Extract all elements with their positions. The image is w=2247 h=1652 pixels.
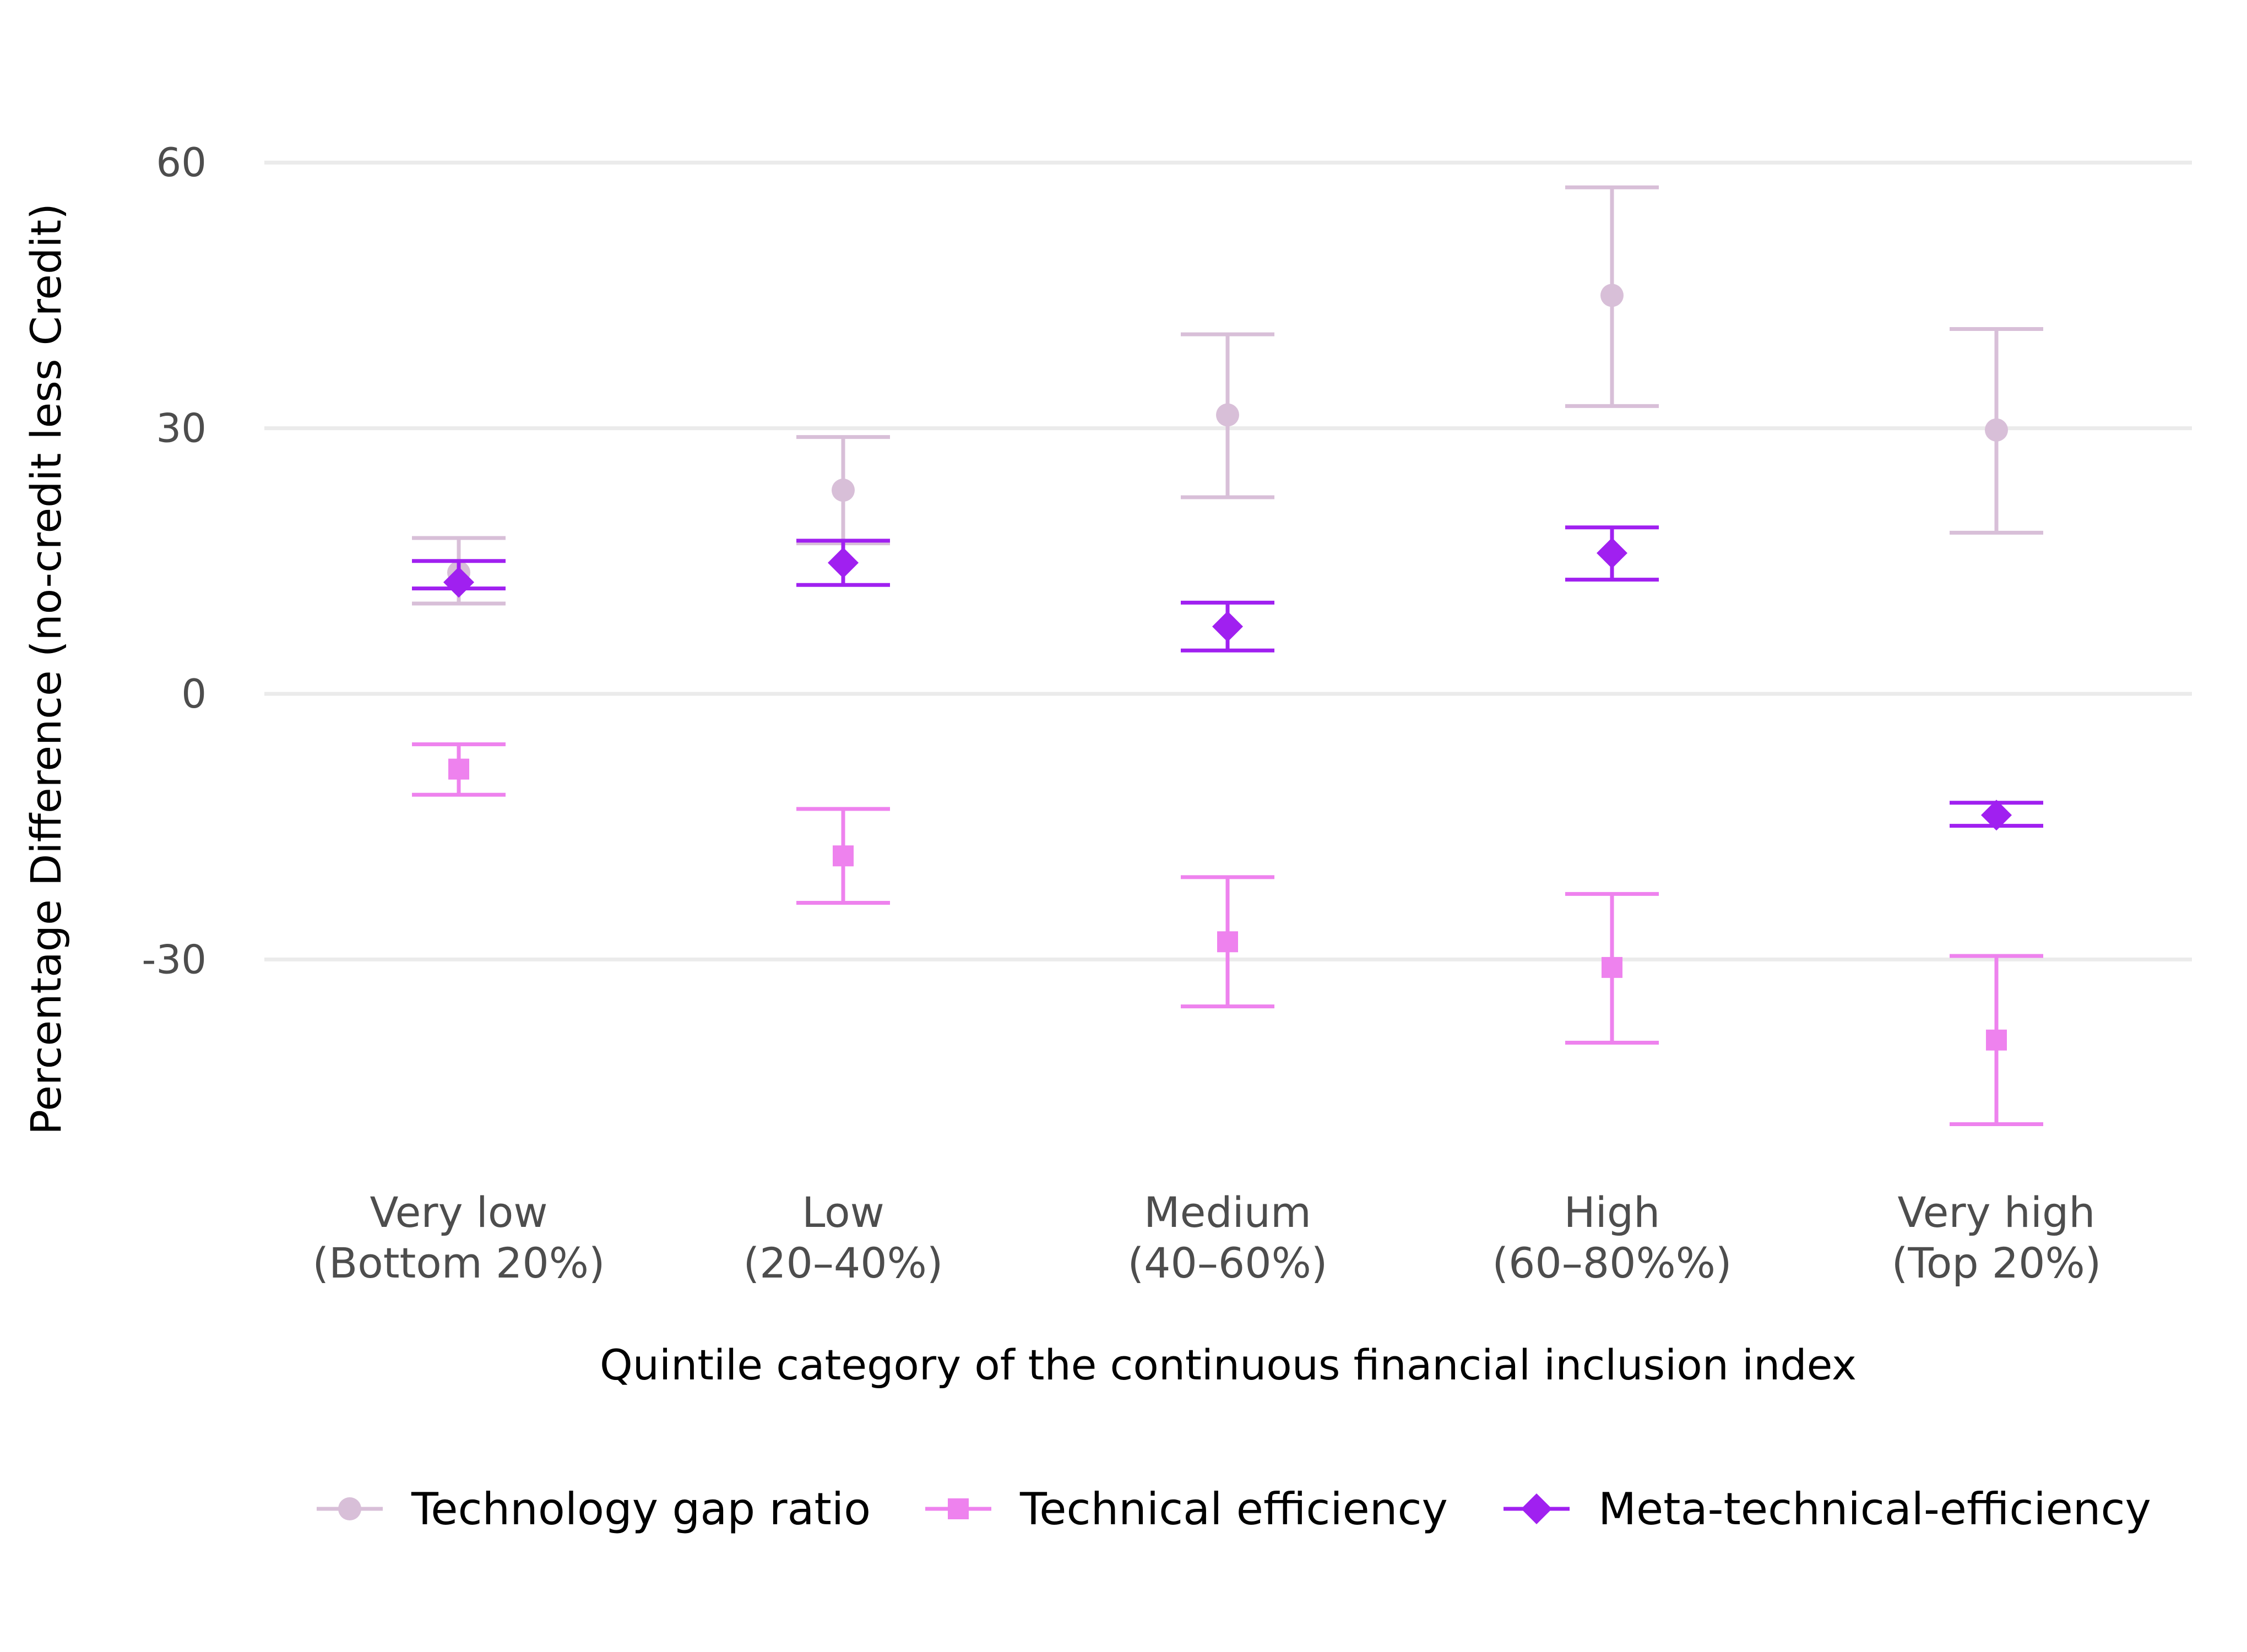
x-tick-label: Low (20–40%) bbox=[743, 1188, 943, 1287]
data-point bbox=[448, 758, 469, 780]
data-point bbox=[1216, 403, 1239, 427]
legend-item: Technical efficiency bbox=[925, 1483, 1448, 1535]
y-tick-label: 60 bbox=[156, 139, 207, 186]
data-point bbox=[1981, 800, 2012, 831]
data-point bbox=[833, 845, 854, 867]
x-tick-label: Very high (Top 20%) bbox=[1892, 1188, 2102, 1287]
legend-label: Technical efficiency bbox=[1019, 1483, 1448, 1535]
legend-key-marker bbox=[948, 1498, 969, 1519]
legend-item: Meta-technical-efficiency bbox=[1504, 1483, 2151, 1535]
legend-key-marker bbox=[338, 1497, 361, 1520]
data-point bbox=[1986, 1029, 2007, 1051]
legend-label: Technology gap ratio bbox=[411, 1483, 871, 1535]
y-tick-label: 0 bbox=[181, 671, 207, 717]
gridlines bbox=[264, 160, 2192, 961]
legend-key-marker bbox=[1521, 1493, 1552, 1524]
data-point bbox=[1597, 537, 1627, 569]
y-axis-title: Percentage Difference (no-credit less Cr… bbox=[21, 203, 70, 1135]
y-tick-label: -30 bbox=[142, 936, 207, 982]
data-point bbox=[828, 547, 859, 579]
series-circle bbox=[412, 185, 2043, 606]
x-tick-label: Very low (Bottom 20%) bbox=[312, 1188, 605, 1287]
x-axis-title: Quintile category of the continuous fina… bbox=[600, 1340, 1857, 1389]
series-layer bbox=[412, 185, 2043, 1126]
legend-item: Technology gap ratio bbox=[317, 1483, 871, 1535]
series-square bbox=[412, 742, 2043, 1126]
legend: Technology gap ratio Technical efficiency… bbox=[317, 1483, 2151, 1535]
x-tick-label: Medium (40–60%) bbox=[1128, 1188, 1328, 1287]
series-diamond bbox=[412, 525, 2043, 831]
legend-label: Meta-technical-efficiency bbox=[1598, 1483, 2151, 1535]
data-point bbox=[832, 479, 855, 502]
data-point bbox=[1600, 284, 1624, 307]
x-tick-labels: Very low (Bottom 20%) Low (20–40%) Medium (40… bbox=[312, 1188, 2101, 1287]
y-tick-label: 30 bbox=[156, 405, 207, 452]
x-tick-label: High (60–80%%) bbox=[1492, 1188, 1732, 1287]
data-point bbox=[1212, 611, 1243, 642]
data-point bbox=[1602, 957, 1622, 978]
data-point bbox=[443, 567, 474, 598]
data-point bbox=[1985, 418, 2008, 442]
y-tick-labels: -30 0 30 60 bbox=[142, 139, 207, 982]
data-point bbox=[1217, 931, 1238, 953]
